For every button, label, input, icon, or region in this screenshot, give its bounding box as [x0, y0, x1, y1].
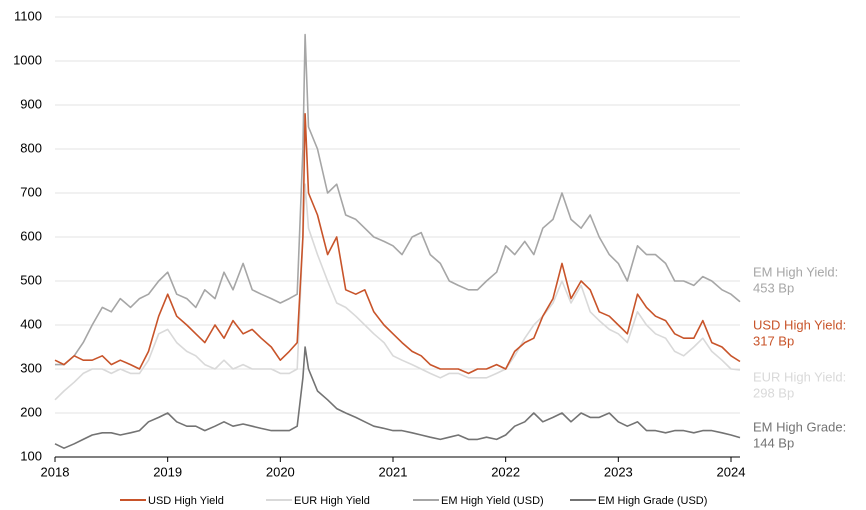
legend-label: EM High Yield (USD): [441, 495, 544, 507]
series-line: [54, 113, 741, 375]
end-label: 453 Bp: [753, 280, 794, 295]
end-label: 144 Bp: [753, 435, 794, 450]
x-tick-label: 2024: [717, 464, 746, 479]
legend-label: USD High Yield: [148, 495, 224, 507]
legend-label: EM High Grade (USD): [598, 495, 707, 507]
x-tick-label: 2022: [491, 464, 520, 479]
end-label: 317 Bp: [753, 333, 794, 348]
x-tick-label: 2023: [604, 464, 633, 479]
end-label: EM High Grade:: [753, 419, 846, 434]
x-tick-label: 2019: [153, 464, 182, 479]
y-tick-label: 300: [20, 360, 42, 375]
y-tick-label: 700: [20, 184, 42, 199]
y-tick-label: 100: [20, 448, 42, 463]
y-tick-label: 200: [20, 404, 42, 419]
series-line: [54, 346, 741, 449]
end-label: EUR High Yield:: [753, 369, 846, 384]
x-tick-label: 2018: [41, 464, 70, 479]
y-tick-label: 500: [20, 272, 42, 287]
legend-label: EUR High Yield: [294, 495, 370, 507]
y-tick-label: 1100: [14, 8, 42, 23]
y-tick-label: 400: [20, 316, 42, 331]
end-label: 298 Bp: [753, 385, 794, 400]
y-tick-label: 900: [20, 96, 42, 111]
y-tick-label: 800: [20, 140, 42, 155]
series-line: [54, 183, 741, 401]
end-label: USD High Yield:: [753, 317, 846, 332]
x-tick-label: 2020: [266, 464, 295, 479]
y-tick-label: 600: [20, 228, 42, 243]
y-tick-label: 1000: [13, 52, 42, 67]
x-tick-label: 2021: [379, 464, 408, 479]
end-label: EM High Yield:: [753, 264, 838, 279]
series-line: [55, 33, 741, 366]
